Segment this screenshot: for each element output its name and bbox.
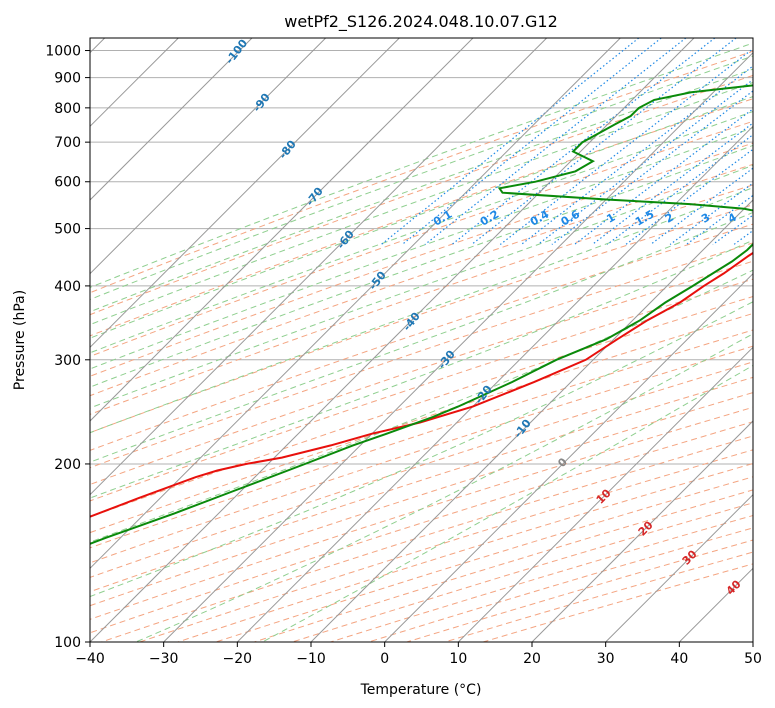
- mixing-ratio-line: [424, 38, 687, 245]
- isotherm-grid: [90, 38, 753, 642]
- moist-adiabat-line: [90, 187, 753, 434]
- moist-adiabat-line: [90, 55, 753, 301]
- moist-adiabat-line: [90, 81, 753, 326]
- x-tick-label: 40: [670, 651, 688, 667]
- isotherm-line: [531, 420, 753, 642]
- dry-adiabat-line: [90, 242, 753, 469]
- moist-adiabat-line: [90, 164, 753, 409]
- y-tick-label: 600: [54, 175, 81, 191]
- y-tick-label: 500: [54, 222, 81, 238]
- y-tick-label: 1000: [45, 44, 81, 60]
- dry-adiabat-line: [90, 376, 753, 593]
- isotherm-line: [90, 38, 327, 275]
- mixing-ratio-line: [499, 48, 753, 245]
- moist-adiabat-line: [262, 364, 753, 642]
- y-tick-label: 400: [54, 279, 81, 295]
- plot-frame: [89, 37, 754, 643]
- mixing-ratio-line: [471, 38, 737, 245]
- isobar-grid: [90, 50, 753, 642]
- x-tick-label: 10: [449, 651, 467, 667]
- isotherm-line: [90, 38, 621, 570]
- isotherm-line: [457, 346, 753, 642]
- x-axis-label: Temperature (°C): [360, 682, 482, 698]
- moist-adiabat-line: [90, 96, 753, 339]
- x-tick-label: −40: [75, 651, 105, 667]
- profile-series: [90, 84, 753, 545]
- mixing-ratio-line: [520, 65, 753, 245]
- y-tick-label: 200: [54, 457, 81, 473]
- isotherm-line: [384, 272, 753, 642]
- temperature-profile-line: [90, 251, 753, 518]
- mixing-ratio-line: [451, 38, 716, 245]
- moist-adiabat-line: [90, 211, 753, 463]
- dry-adiabat-line: [90, 329, 753, 549]
- dry-adiabat-line: [90, 50, 753, 294]
- y-tick-label: 800: [54, 101, 81, 117]
- dry-adiabat-line: [90, 223, 753, 451]
- x-tick-label: 30: [597, 651, 615, 667]
- isotherm-line: [236, 125, 753, 642]
- isotherm-line: [605, 493, 753, 642]
- mixing-ratio-line: [669, 182, 753, 245]
- x-tick-label: 20: [523, 651, 541, 667]
- x-tick-label: −20: [223, 651, 253, 667]
- y-tick-label: 100: [54, 635, 81, 651]
- dewpoint-profile-line: [90, 84, 753, 545]
- isotherm-line: [90, 38, 253, 201]
- x-tick-label: 50: [744, 651, 762, 667]
- dry-adiabat-line: [90, 278, 753, 502]
- mixing-ratio-line: [686, 194, 753, 245]
- isotherm-line: [90, 38, 695, 642]
- mixing-ratio-line: [380, 38, 640, 245]
- dry-adiabat-line: [90, 163, 753, 397]
- mixing-ratio-line: [606, 134, 753, 245]
- isotherm-line: [90, 38, 400, 349]
- chart-title: wetPf2_S126.2024.048.10.07.G12: [284, 12, 558, 32]
- moist-adiabat-line: [90, 68, 753, 313]
- moist-adiabat-line: [90, 144, 753, 388]
- x-tick-label: −10: [296, 651, 326, 667]
- isotherm-line: [90, 38, 474, 422]
- isotherm-line: [90, 38, 548, 496]
- y-axis-label: Pressure (hPa): [12, 290, 28, 390]
- moist-adiabats: [90, 42, 753, 642]
- isotherm-line: [310, 199, 753, 642]
- dry-adiabat-line: [90, 74, 753, 316]
- y-tick-label: 900: [54, 71, 81, 87]
- dry-adiabat-line: [90, 184, 753, 415]
- moist-adiabat-line: [90, 110, 753, 354]
- dry-adiabat-line: [90, 98, 753, 337]
- mixing-ratio-line: [537, 78, 753, 245]
- dry-adiabat-line: [90, 142, 753, 377]
- x-tick-label: 0: [380, 651, 389, 667]
- y-tick-label: 300: [54, 353, 81, 369]
- isotherm-line: [163, 51, 753, 642]
- moist-adiabat-line: [135, 333, 753, 642]
- axis-ticks: −40 −30 −20 −10 0 10 20 30 40 50 100 200 300 400 500 60…: [45, 44, 762, 667]
- moist-adiabat-line: [90, 127, 753, 370]
- dry-adiabat-line: [90, 312, 753, 534]
- y-tick-label: 700: [54, 135, 81, 151]
- mixing-ratio-lines: [380, 38, 753, 245]
- x-tick-label: −30: [149, 651, 179, 667]
